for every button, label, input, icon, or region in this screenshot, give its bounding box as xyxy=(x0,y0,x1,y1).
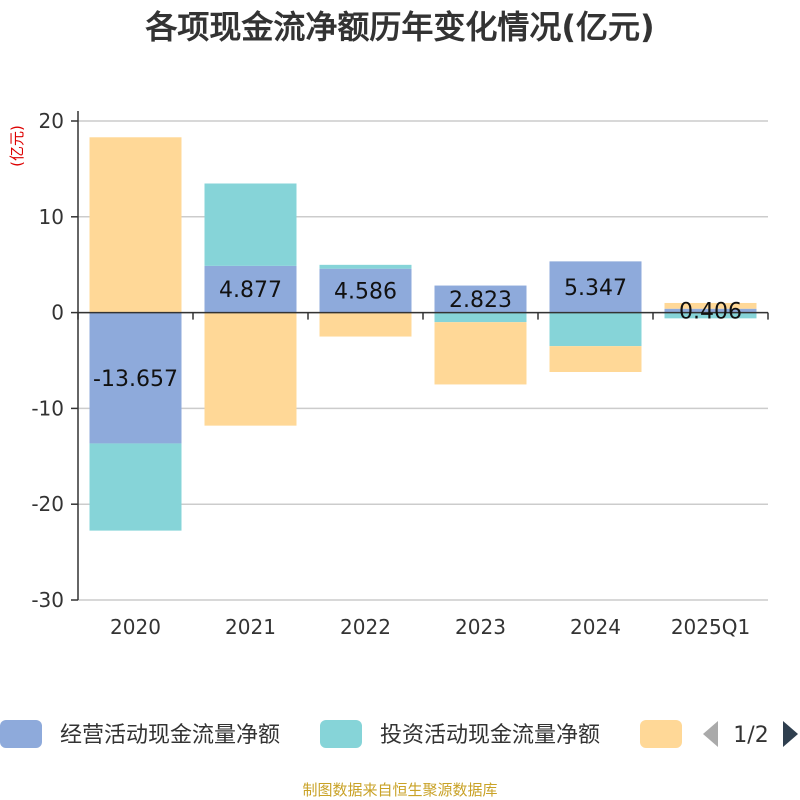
data-label: 4.877 xyxy=(219,278,282,303)
x-tick-label: 2020 xyxy=(110,615,161,639)
bar-operating-2021 xyxy=(204,265,297,313)
data-label: -13.657 xyxy=(93,367,178,392)
x-tick-label: 2023 xyxy=(455,615,506,639)
y-tick-label: 20 xyxy=(39,109,64,133)
legend-next-icon[interactable] xyxy=(783,721,798,747)
bar-operating-2024 xyxy=(549,261,642,313)
data-label: 4.586 xyxy=(334,280,397,305)
y-tick-label: 10 xyxy=(39,205,64,229)
y-axis-unit: (亿元) xyxy=(8,125,26,167)
chart-title: 各项现金流净额历年变化情况(亿元) xyxy=(145,8,654,46)
bar-financing-2023 xyxy=(434,322,527,385)
bar-financing-2022 xyxy=(319,312,412,337)
legend-swatch[interactable] xyxy=(320,720,362,748)
bar-investing-2023 xyxy=(434,312,527,323)
y-tick-label: -20 xyxy=(31,492,64,516)
bar-financing-2025Q1 xyxy=(664,302,757,309)
bar-investing-2020 xyxy=(89,443,182,531)
data-label: 0.406 xyxy=(679,300,742,325)
bar-operating-2022 xyxy=(319,268,412,313)
x-tick-label: 2024 xyxy=(570,615,621,639)
bar-investing-2025Q1 xyxy=(664,312,757,319)
bar-financing-2020 xyxy=(89,137,182,313)
x-tick-label: 2021 xyxy=(225,615,276,639)
bar-financing-2021 xyxy=(204,312,297,426)
legend-label[interactable]: 投资活动现金流量净额 xyxy=(380,723,600,748)
y-axis-ticks: 20 10 0 -10 -20 -30 xyxy=(31,109,78,612)
bar-operating-2023 xyxy=(434,285,527,313)
bar-investing-2021 xyxy=(204,183,297,266)
data-label: 5.347 xyxy=(564,276,627,301)
y-tick-label: -30 xyxy=(31,588,64,612)
legend-swatch[interactable] xyxy=(0,720,42,748)
bar-investing-2022 xyxy=(319,264,412,269)
legend-prev-icon[interactable] xyxy=(703,721,718,747)
legend-page-indicator: 1/2 xyxy=(733,723,768,748)
legend-swatch[interactable] xyxy=(640,720,682,748)
legend: 经营活动现金流量净额 投资活动现金流量净额 1/2 xyxy=(0,720,798,748)
y-tick-label: 0 xyxy=(51,301,64,325)
x-tick-label: 2025Q1 xyxy=(671,615,750,639)
y-tick-label: -10 xyxy=(31,396,64,420)
bar-investing-2024 xyxy=(549,312,642,347)
bar-financing-2024 xyxy=(549,346,642,372)
legend-label[interactable]: 经营活动现金流量净额 xyxy=(60,723,280,748)
x-tick-label: 2022 xyxy=(340,615,391,639)
bar-operating-2020 xyxy=(89,312,182,444)
data-label: 2.823 xyxy=(449,288,512,313)
data-labels: -13.657 4.877 4.586 2.823 5.347 0.406 xyxy=(93,276,742,392)
axes xyxy=(77,111,769,600)
source-note: 制图数据来自恒生聚源数据库 xyxy=(302,781,497,799)
x-axis-ticks: 2020 2021 2022 2023 2024 2025Q1 xyxy=(110,615,750,639)
bar-operating-2025Q1 xyxy=(664,308,757,313)
bars xyxy=(89,137,757,531)
